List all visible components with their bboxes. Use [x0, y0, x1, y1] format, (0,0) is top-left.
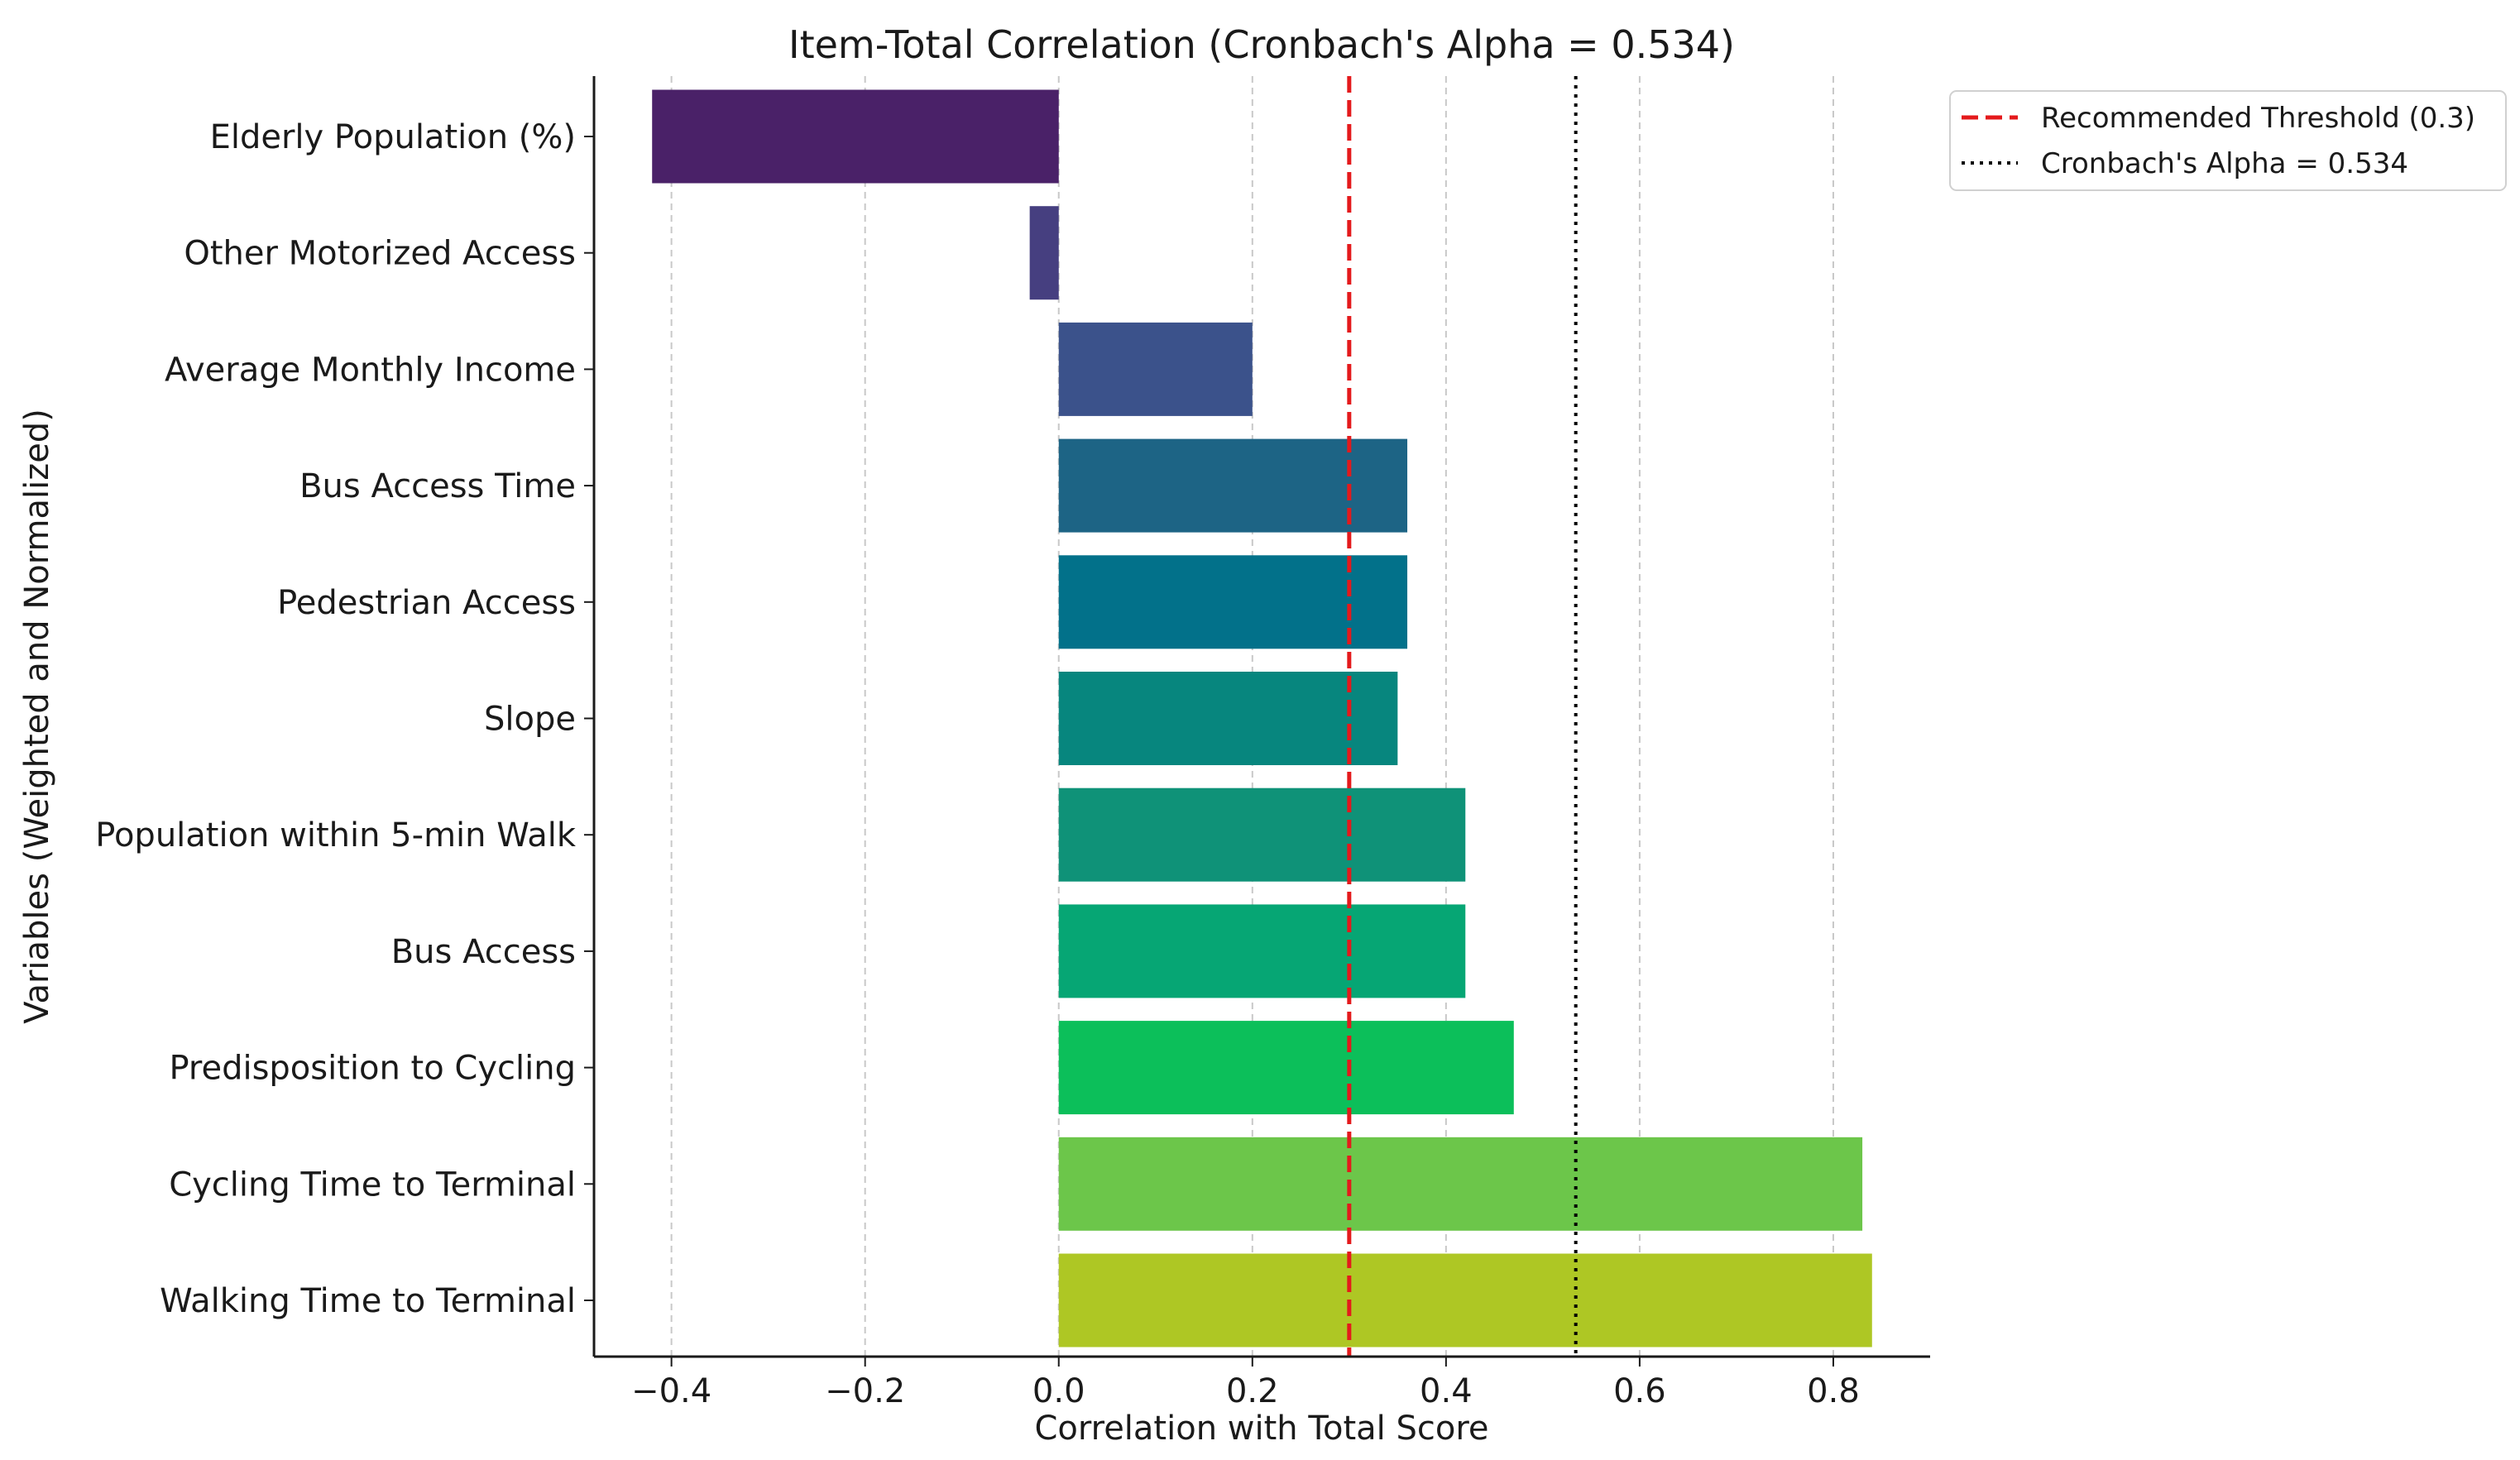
- y-tick-label: Cycling Time to Terminal: [169, 1166, 576, 1204]
- y-tick-label: Bus Access: [391, 933, 576, 971]
- x-tick-label: 0.6: [1613, 1372, 1666, 1410]
- bar: [1058, 322, 1253, 416]
- x-tick-label: −0.4: [631, 1372, 711, 1410]
- y-tick-label: Population within 5-min Walk: [95, 816, 577, 854]
- y-tick-label: Bus Access Time: [299, 467, 576, 505]
- chart-title: Item-Total Correlation (Cronbach's Alpha…: [788, 22, 1735, 67]
- x-tick-label: 0.4: [1420, 1372, 1473, 1410]
- y-tick-label: Walking Time to Terminal: [160, 1282, 576, 1320]
- x-tick-label: 0.0: [1032, 1372, 1085, 1410]
- y-tick-label: Pedestrian Access: [277, 584, 576, 622]
- x-tick-label: −0.2: [825, 1372, 905, 1410]
- y-tick-label: Other Motorized Access: [184, 235, 576, 273]
- legend-label: Recommended Threshold (0.3): [2041, 102, 2475, 135]
- bar: [1058, 904, 1466, 998]
- bar: [1058, 787, 1466, 882]
- x-tick-label: 0.2: [1226, 1372, 1279, 1410]
- legend-label: Cronbach's Alpha = 0.534: [2041, 147, 2408, 180]
- y-tick-label: Elderly Population (%): [210, 118, 576, 156]
- bar: [1058, 438, 1408, 533]
- y-tick-label: Slope: [484, 701, 576, 739]
- bar: [652, 89, 1059, 184]
- bars-layer: [652, 89, 1872, 1348]
- bar: [1058, 1021, 1514, 1115]
- bar: [1058, 672, 1398, 765]
- y-tick-label: Average Monthly Income: [165, 351, 576, 389]
- y-axis-label: Variables (Weighted and Normalized): [18, 409, 56, 1024]
- bar: [1029, 206, 1059, 300]
- y-tick-label: Predisposition to Cycling: [169, 1050, 576, 1088]
- bar: [1058, 1137, 1863, 1231]
- x-axis-label: Correlation with Total Score: [1034, 1410, 1488, 1448]
- bar: [1058, 1253, 1872, 1348]
- axes-layer: −0.4 −0.2 0.0 0.2 0.4 0.6 0.8 Elderly Populatio…: [95, 76, 1930, 1410]
- legend: Recommended Threshold (0.3) Cronbach's Al…: [1949, 90, 2507, 191]
- x-tick-label: 0.8: [1807, 1372, 1860, 1410]
- bar: [1058, 555, 1408, 649]
- reference-lines-layer: [1347, 76, 1578, 1357]
- legend-box: [1949, 90, 2507, 191]
